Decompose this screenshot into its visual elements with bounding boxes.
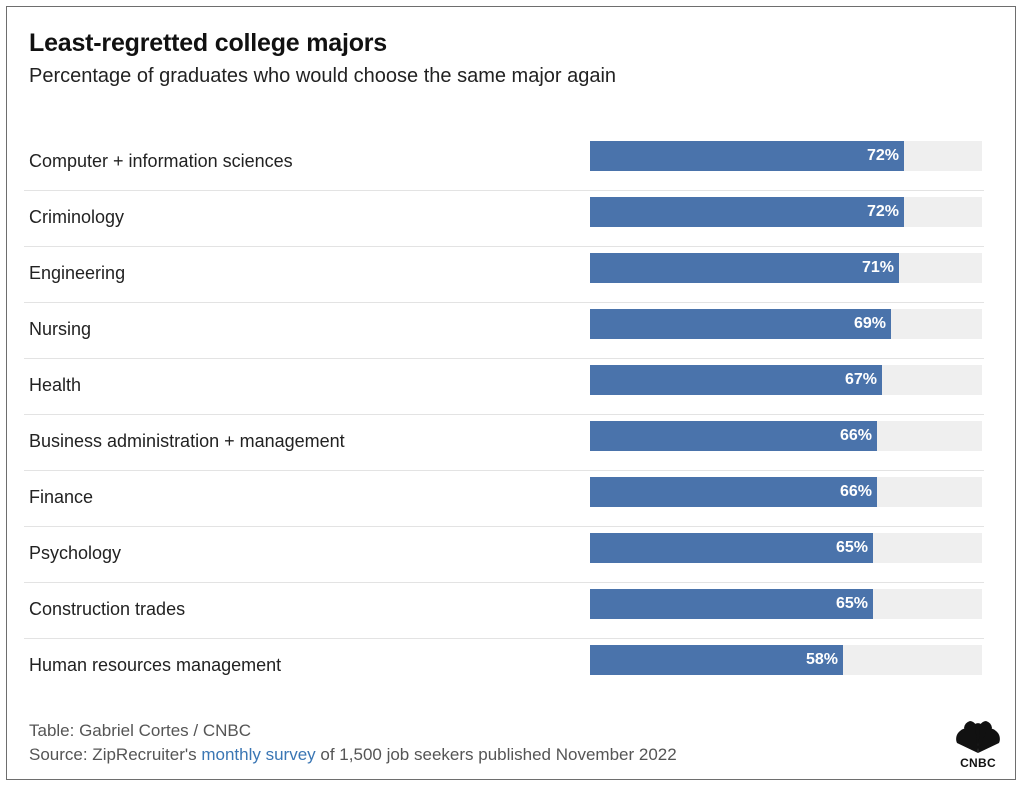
row-divider — [24, 414, 984, 415]
chart-frame: Least-regretted college majors Percentag… — [6, 6, 1016, 780]
bar: 66% — [590, 421, 877, 451]
bar: 65% — [590, 533, 873, 563]
category-label: Criminology — [29, 207, 125, 227]
bar: 65% — [590, 589, 873, 619]
bar-row: Health 67% — [24, 359, 984, 415]
value-label: 67% — [844, 371, 877, 388]
bar-track: 65% — [590, 533, 982, 563]
peacock-icon — [956, 721, 1000, 753]
value-label: 71% — [861, 259, 894, 276]
chart-title: Least-regretted college majors — [29, 29, 388, 57]
chart-subtitle: Percentage of graduates who would choose… — [29, 65, 617, 87]
category-label: Business administration + management — [29, 431, 345, 451]
bar-track: 58% — [590, 645, 982, 675]
bar: 71% — [590, 253, 899, 283]
bar: 67% — [590, 365, 882, 395]
category-label: Construction trades — [29, 599, 186, 619]
bar-row: Nursing 69% — [24, 303, 984, 359]
row-divider — [24, 526, 984, 527]
value-label: 66% — [839, 483, 872, 500]
category-label: Finance — [29, 487, 94, 507]
bar-row: Finance 66% — [24, 471, 984, 527]
bar-row: Human resources management 58% — [24, 639, 984, 695]
value-label: 65% — [835, 539, 868, 556]
bar-row: Business administration + management 66% — [24, 415, 984, 471]
bar-row: Computer + information sciences 72% — [24, 135, 984, 191]
source-prefix: Source: ZipRecruiter's — [29, 745, 202, 764]
category-label: Computer + information sciences — [29, 151, 293, 171]
bar-track: 67% — [590, 365, 982, 395]
bar-row: Construction trades 65% — [24, 583, 984, 639]
category-label: Human resources management — [29, 655, 282, 675]
source-suffix: of 1,500 job seekers published November … — [315, 745, 677, 764]
bar-track: 66% — [590, 421, 982, 451]
value-label: 66% — [839, 427, 872, 444]
source-text: Source: ZipRecruiter's monthly survey of… — [29, 745, 677, 765]
category-label: Psychology — [29, 543, 122, 563]
bar-row: Psychology 65% — [24, 527, 984, 583]
category-label: Engineering — [29, 263, 126, 283]
category-label: Health — [29, 375, 82, 395]
row-divider — [24, 246, 984, 247]
value-label: 65% — [835, 595, 868, 612]
value-label: 72% — [866, 147, 899, 164]
row-divider — [24, 358, 984, 359]
bar-track: 66% — [590, 477, 982, 507]
credit-text: Table: Gabriel Cortes / CNBC — [29, 721, 252, 740]
bar-track: 65% — [590, 589, 982, 619]
value-label: 72% — [866, 203, 899, 220]
bar-track: 72% — [590, 141, 982, 171]
logo-text: CNBC — [960, 756, 996, 770]
row-divider — [24, 302, 984, 303]
monthly-survey-link[interactable]: monthly survey — [201, 745, 316, 764]
bar: 72% — [590, 141, 904, 171]
bar-row: Engineering 71% — [24, 247, 984, 303]
row-divider — [24, 638, 984, 639]
bar: 69% — [590, 309, 891, 339]
value-label: 58% — [805, 651, 838, 668]
bar-track: 72% — [590, 197, 982, 227]
row-divider — [24, 470, 984, 471]
category-label: Nursing — [29, 319, 92, 339]
bar: 66% — [590, 477, 877, 507]
value-label: 69% — [853, 315, 886, 332]
row-divider — [24, 190, 984, 191]
bar-track: 71% — [590, 253, 982, 283]
row-divider — [24, 582, 984, 583]
bar: 58% — [590, 645, 843, 675]
bar-row: Criminology 72% — [24, 191, 984, 247]
cnbc-logo: CNBC — [951, 719, 1005, 771]
bar-track: 69% — [590, 309, 982, 339]
bar: 72% — [590, 197, 904, 227]
